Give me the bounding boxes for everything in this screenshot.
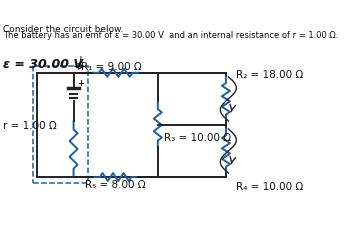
Text: ε = 30.00 V: ε = 30.00 V: [3, 58, 83, 70]
Text: The battery has an emf of ε = 30.00 V  and an internal resistance of r = 1.00 Ω.: The battery has an emf of ε = 30.00 V an…: [3, 31, 338, 40]
Text: +: +: [78, 78, 85, 87]
Text: r = 1.00 Ω: r = 1.00 Ω: [3, 120, 57, 130]
Text: R₁ = 9.00 Ω: R₁ = 9.00 Ω: [81, 62, 142, 72]
Text: R₄ = 10.00 Ω: R₄ = 10.00 Ω: [236, 181, 303, 191]
Text: R₂ = 18.00 Ω: R₂ = 18.00 Ω: [236, 70, 303, 80]
Text: I: I: [78, 56, 82, 66]
Text: R₃ = 10.00 Ω: R₃ = 10.00 Ω: [164, 132, 231, 142]
Text: R₅ = 8.00 Ω: R₅ = 8.00 Ω: [85, 180, 146, 190]
Bar: [34, 67, 88, 184]
Text: Consider the circuit below.: Consider the circuit below.: [3, 25, 124, 34]
